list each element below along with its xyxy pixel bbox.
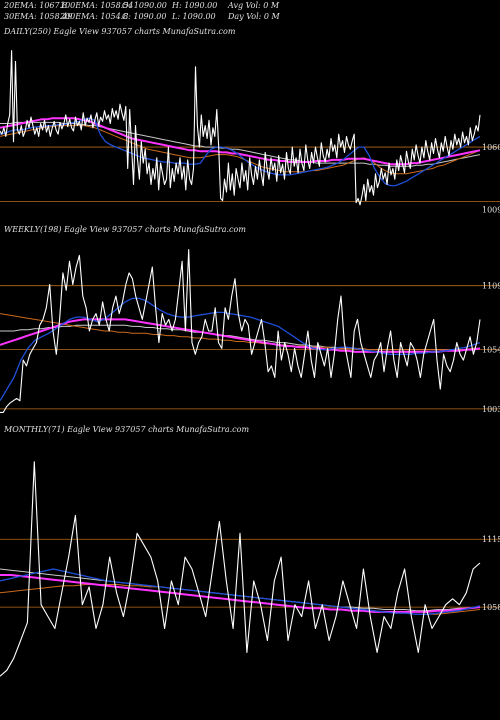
stat-day-vol: Day Vol: 0 M [228, 12, 280, 21]
stat-ema200: 200EMA: 1054.8 [60, 12, 129, 21]
level-label: 1009 [482, 206, 500, 215]
stat-close: C: 1090.00 [122, 12, 167, 21]
level-label: 1058 [482, 603, 500, 612]
stat-ema20: 20EMA: 1067.8 [4, 1, 68, 10]
ema-fast-line [0, 117, 481, 187]
price-line [0, 461, 481, 677]
price-line [0, 50, 481, 206]
level-label: 1109 [482, 282, 500, 291]
stat-open: O: 1090.00 [122, 1, 167, 10]
stat-avg-vol: Avg Vol: 0 M [228, 1, 280, 10]
chart-panel-3: MONTHLY(71) Eagle View 937057 charts Mun… [0, 425, 500, 677]
panel-title: MONTHLY(71) Eagle View 937057 charts Mun… [3, 425, 249, 434]
stat-high: H: 1090.00 [172, 1, 218, 10]
level-label: 1003 [482, 405, 500, 414]
panel-title: WEEKLY(198) Eagle View 937057 charts Mun… [4, 225, 246, 234]
chart-panel-2: WEEKLY(198) Eagle View 937057 charts Mun… [0, 225, 500, 414]
level-label: 1115 [482, 535, 500, 544]
stat-ema30: 30EMA: 1058.49 [4, 12, 73, 21]
panel-title: DAILY(250) Eagle View 937057 charts Muna… [3, 27, 236, 36]
chart-panel-1: DAILY(250) Eagle View 937057 charts Muna… [0, 27, 500, 215]
ema-magenta-line [0, 574, 481, 613]
level-label: 1054 [482, 346, 500, 355]
level-label: 1060 [482, 143, 500, 152]
price-line [0, 249, 481, 413]
stat-low: L: 1090.00 [172, 12, 216, 21]
stat-ema100: 100EMA: 1058.54 [60, 1, 134, 10]
